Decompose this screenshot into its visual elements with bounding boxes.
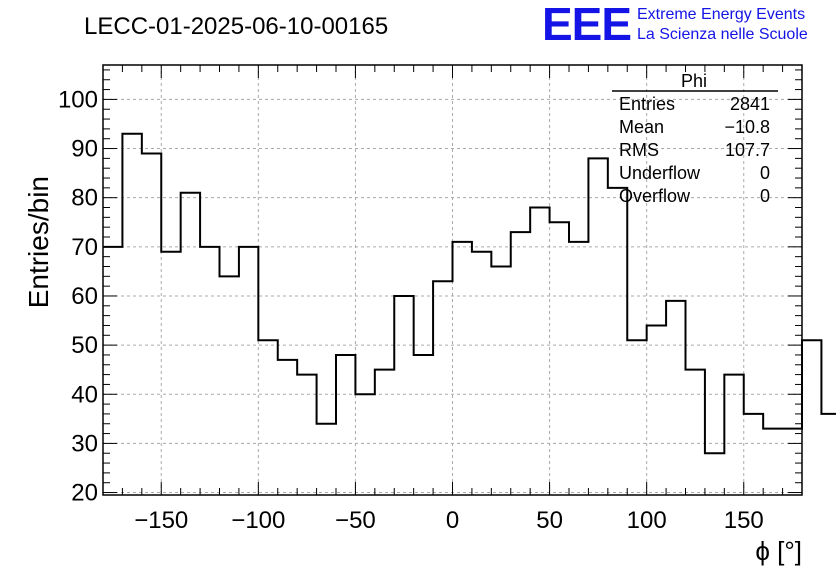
histogram-bin	[627, 340, 646, 495]
histogram-bin	[453, 242, 472, 495]
histogram-bin	[686, 370, 705, 495]
histogram-bin	[161, 252, 180, 495]
histogram-bin	[550, 222, 569, 495]
histogram-bin	[472, 252, 491, 495]
y-tick-label: 50	[71, 332, 98, 359]
histogram-bin	[608, 188, 627, 495]
x-axis-label: ϕ [°]	[755, 536, 802, 566]
histogram-bin	[142, 153, 161, 495]
x-tick-label: −50	[335, 507, 376, 534]
histogram-bin	[239, 247, 258, 495]
stats-row-label: Entries	[619, 94, 675, 114]
logo-line-2: La Scienza nelle Scuole	[637, 26, 808, 43]
histogram-bin	[297, 375, 316, 495]
stats-row-value: −10.8	[724, 117, 770, 137]
y-tick-label: 90	[71, 136, 98, 163]
histogram-bin	[763, 429, 782, 495]
y-tick-label: 30	[71, 430, 98, 457]
histogram-bin	[336, 355, 355, 495]
logo-mark: EEE	[542, 0, 631, 50]
histogram-step-line	[103, 132, 836, 455]
histogram-bin	[220, 276, 239, 495]
stats-title: Phi	[681, 71, 707, 91]
histogram-bin	[433, 281, 452, 495]
y-axis-label: Entries/bin	[23, 176, 54, 308]
stats-row-value: 107.7	[725, 140, 770, 160]
y-tick-label: 60	[71, 283, 98, 310]
x-tick-label: 150	[724, 507, 764, 534]
x-tick-label: 100	[627, 507, 667, 534]
histogram-bin	[181, 193, 200, 495]
histogram-bars	[103, 132, 836, 495]
histogram-bin	[821, 414, 836, 495]
histogram-bin	[258, 340, 277, 495]
histogram-bin	[647, 325, 666, 495]
stats-row-label: Overflow	[619, 186, 691, 206]
y-tick-label: 70	[71, 234, 98, 261]
histogram-bin	[394, 296, 413, 495]
stats-row-label: RMS	[619, 140, 659, 160]
histogram-bin	[278, 360, 297, 495]
stats-row-label: Mean	[619, 117, 664, 137]
x-tick-label: −100	[231, 507, 285, 534]
stats-row-value: 0	[760, 186, 770, 206]
histogram-bin	[744, 414, 763, 495]
histogram-bin	[491, 266, 510, 495]
x-tick-label: −150	[134, 507, 188, 534]
histogram-bin	[588, 158, 607, 495]
x-tick-label: 0	[446, 507, 459, 534]
y-tick-label: 80	[71, 185, 98, 212]
histogram-bin	[317, 424, 336, 495]
stats-row-label: Underflow	[619, 163, 701, 183]
histogram-bin	[511, 232, 530, 495]
chart-title: LECC-01-2025-06-10-00165	[84, 13, 388, 40]
histogram-bin	[724, 375, 743, 495]
eee-logo: EEE Extreme Energy Events La Scienza nel…	[542, 0, 808, 50]
axis-ticks	[102, 65, 803, 495]
histogram-bin	[569, 242, 588, 495]
histogram-bin	[355, 394, 374, 495]
logo-line-1: Extreme Energy Events	[637, 6, 805, 23]
histogram-bin	[666, 301, 685, 495]
stats-box: Phi Entries 2841 Mean −10.8 RMS 107.7 Underflo…	[612, 71, 778, 206]
histogram-bin	[122, 134, 141, 495]
histogram-bin	[200, 247, 219, 495]
y-tick-label: 20	[71, 480, 98, 507]
histogram-bin	[530, 208, 549, 495]
stats-row-value: 0	[760, 163, 770, 183]
x-tick-label: 50	[536, 507, 563, 534]
x-tick-labels: −150 −100 −50 0 50 100 150	[134, 507, 764, 534]
y-tick-label: 100	[58, 86, 98, 113]
histogram-bin	[783, 429, 802, 495]
stats-row-value: 2841	[730, 94, 770, 114]
histogram-bin	[103, 247, 122, 495]
y-tick-labels: 20 30 40 50 60 70 80 90 100	[58, 86, 98, 506]
histogram-bin	[375, 370, 394, 495]
histogram-bin	[705, 453, 724, 495]
histogram-bin	[802, 340, 821, 495]
y-tick-label: 40	[71, 381, 98, 408]
histogram-bin	[414, 355, 433, 495]
